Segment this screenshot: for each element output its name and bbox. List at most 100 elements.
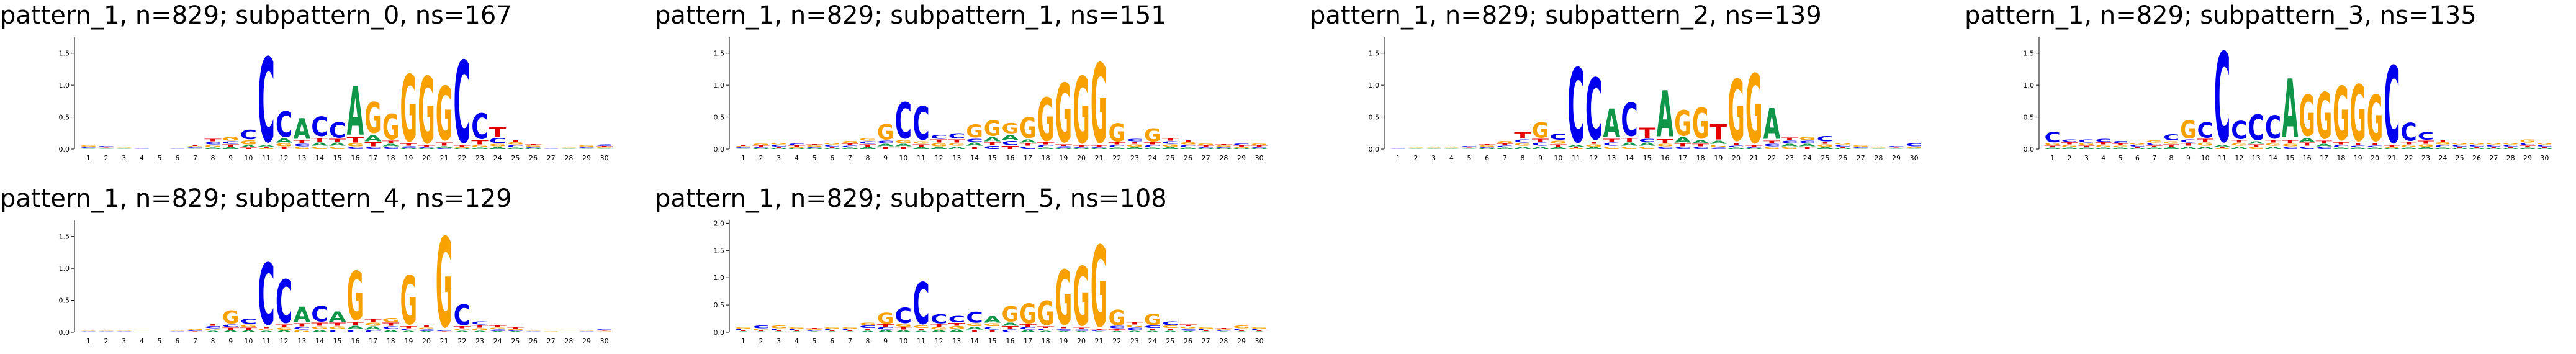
logo-letter-C: C bbox=[735, 329, 752, 330]
x-tick-label: 20 bbox=[422, 154, 431, 162]
x-tick-label: 17 bbox=[1024, 154, 1032, 162]
logo-letter-C: C bbox=[418, 147, 435, 148]
x-tick-label: 26 bbox=[1184, 154, 1192, 162]
logo-letter-T: T bbox=[2485, 147, 2502, 148]
sequence-logo-chart: 0.00.51.01.5CG1ACGT2ACGT3ACGT4AGTC5ACGT6… bbox=[1369, 37, 1923, 166]
logo-letter-T: T bbox=[240, 147, 258, 150]
y-tick-label: 1.0 bbox=[59, 265, 70, 273]
logo-letter-A: A bbox=[507, 331, 525, 333]
logo-letter-C: C bbox=[329, 119, 346, 143]
x-tick-label: 28 bbox=[1219, 337, 1228, 345]
logo-letter-T: T bbox=[1799, 147, 1816, 150]
y-tick-label: 1.5 bbox=[714, 247, 725, 255]
x-tick-label: 24 bbox=[493, 154, 502, 162]
logo-letter-A: A bbox=[1179, 147, 1197, 150]
logo-letter-A: A bbox=[364, 134, 382, 143]
logo-letter-G: G bbox=[418, 58, 435, 165]
x-tick-label: 6 bbox=[1485, 154, 1489, 162]
x-tick-label: 11 bbox=[2218, 154, 2227, 162]
logo-letter-T: T bbox=[1532, 138, 1549, 143]
logo-letter-G: G bbox=[2333, 73, 2349, 158]
logo-letter-C: C bbox=[543, 148, 560, 149]
logo-letter-A: A bbox=[1532, 146, 1549, 150]
logo-letter-G: G bbox=[2265, 143, 2281, 147]
x-tick-label: 11 bbox=[917, 154, 925, 162]
logo-letter-C: C bbox=[187, 147, 204, 149]
logo-letter-G: G bbox=[400, 262, 418, 340]
logo-letter-G: G bbox=[859, 322, 876, 326]
logo-letter-T: T bbox=[454, 325, 471, 329]
x-tick-label: 17 bbox=[1024, 337, 1032, 345]
logo-letter-G: G bbox=[966, 122, 983, 142]
logo-letter-A: A bbox=[2214, 145, 2231, 147]
logo-letter-G: G bbox=[187, 329, 204, 330]
logo-letter-T: T bbox=[1091, 329, 1108, 330]
logo-letter-C: C bbox=[204, 142, 222, 146]
logo-letter-G: G bbox=[578, 330, 595, 331]
x-tick-label: 24 bbox=[1148, 154, 1157, 162]
logo-letter-G: G bbox=[1233, 325, 1250, 329]
logo-letter-T: T bbox=[2316, 140, 2333, 144]
logo-letter-A: A bbox=[1037, 147, 1055, 150]
logo-letter-C: C bbox=[770, 329, 788, 330]
logo-letter-G: G bbox=[1674, 103, 1691, 144]
logo-letter-G: G bbox=[984, 116, 1001, 140]
logo-letter-A: A bbox=[770, 331, 788, 332]
logo-letter-G: G bbox=[80, 330, 97, 331]
logo-letter-G: G bbox=[895, 324, 912, 328]
logo-letter-T: T bbox=[877, 147, 894, 150]
logo-letter-T: T bbox=[2418, 140, 2434, 145]
logo-letter-G: G bbox=[1055, 255, 1073, 342]
logo-letter-T: T bbox=[507, 139, 525, 142]
logo-letter-G: G bbox=[2061, 145, 2078, 148]
logo-letter-C: C bbox=[1674, 147, 1691, 150]
logo-letter-T: T bbox=[788, 145, 806, 147]
logo-letter-T: T bbox=[824, 330, 841, 331]
logo-letter-G: G bbox=[1585, 144, 1603, 147]
logo-letter-G: G bbox=[596, 331, 613, 332]
logo-letter-A: A bbox=[1215, 148, 1233, 150]
y-tick-label: 0.5 bbox=[1369, 114, 1380, 122]
logo-letter-C: C bbox=[382, 326, 400, 330]
logo-letter-A: A bbox=[1037, 330, 1055, 332]
logo-letter-A: A bbox=[859, 147, 876, 150]
logo-letter-C: C bbox=[1727, 145, 1745, 148]
logo-letter-A: A bbox=[1888, 148, 1905, 149]
logo-letter-A: A bbox=[2197, 145, 2214, 150]
logo-letter-G: G bbox=[1657, 143, 1674, 148]
logo-panel-4: pattern_1, n=829; subpattern_4, ns=129 0… bbox=[0, 183, 646, 351]
x-tick-label: 13 bbox=[297, 337, 306, 345]
logo-letter-C: C bbox=[2536, 145, 2552, 147]
logo-letter-A: A bbox=[1817, 147, 1834, 150]
logo-letter-G: G bbox=[2503, 143, 2519, 145]
logo-letter-G: G bbox=[2180, 116, 2196, 144]
logo-letter-A: A bbox=[1019, 138, 1037, 143]
logo-letter-C: C bbox=[984, 145, 1001, 150]
logo-letter-A: A bbox=[596, 148, 613, 149]
x-tick-label: 29 bbox=[1237, 154, 1246, 162]
logo-letter-C: C bbox=[471, 320, 489, 325]
x-tick-label: 1 bbox=[86, 154, 91, 162]
logo-letter-C: C bbox=[347, 147, 364, 150]
x-tick-label: 27 bbox=[1857, 154, 1865, 162]
logo-letter-C: C bbox=[895, 304, 912, 329]
logo-letter-T: T bbox=[2469, 147, 2485, 148]
logo-letter-A: A bbox=[2096, 147, 2112, 150]
logo-letter-A: A bbox=[2469, 148, 2485, 150]
logo-letter-G: G bbox=[1781, 147, 1798, 150]
logo-letter-C: C bbox=[115, 331, 133, 332]
logo-letter-G: G bbox=[294, 330, 311, 333]
x-tick-label: 10 bbox=[244, 154, 253, 162]
x-tick-label: 9 bbox=[1538, 154, 1542, 162]
logo-letter-C: C bbox=[294, 327, 311, 331]
logo-letter-G: G bbox=[1215, 329, 1233, 330]
logo-letter-G: G bbox=[1144, 125, 1161, 146]
logo-letter-G: G bbox=[311, 146, 328, 150]
logo-letter-C: C bbox=[276, 268, 293, 337]
logo-letter-G: G bbox=[2350, 70, 2366, 159]
logo-letter-T: T bbox=[1162, 328, 1179, 331]
x-tick-label: 18 bbox=[387, 337, 395, 345]
y-tick-label: 1.0 bbox=[714, 274, 725, 282]
logo-letter-G: G bbox=[240, 139, 258, 146]
